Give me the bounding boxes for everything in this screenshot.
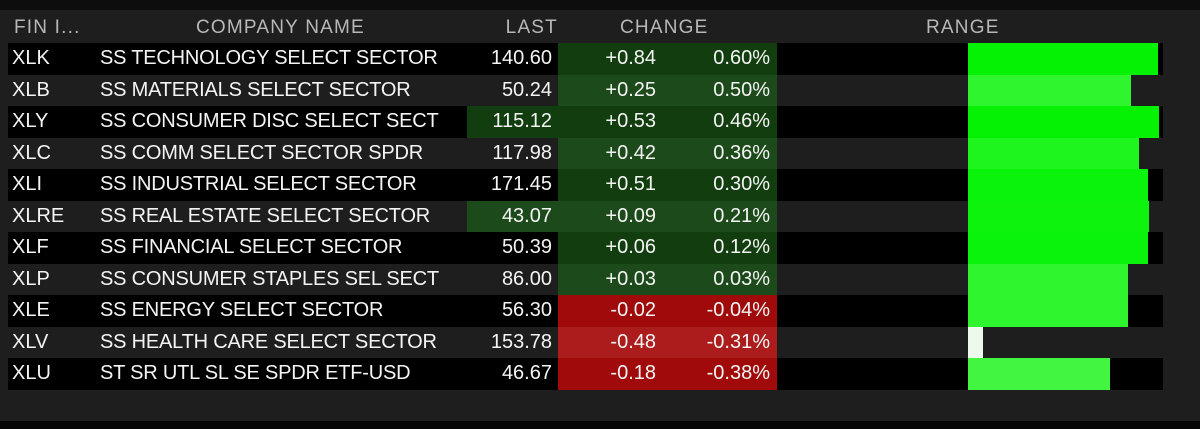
change-value: -0.02 (610, 299, 656, 321)
ticker-cell: XLC (12, 141, 51, 164)
last-price-cell: 140.60 (490, 47, 552, 69)
change-percent: 0.60% (713, 47, 770, 69)
table-row[interactable]: XLK SS TECHNOLOGY SELECT SECTOR 140.60 +… (8, 43, 1163, 75)
change-percent: -0.31% (706, 330, 770, 353)
table-row[interactable]: XLP SS CONSUMER STAPLES SEL SECT 86.00 +… (8, 263, 1163, 295)
change-percent: 0.03% (713, 267, 770, 290)
table-row[interactable]: XLY SS CONSUMER DISC SELECT SECT 115.12 … (8, 106, 1163, 138)
company-name-cell: SS CONSUMER STAPLES SEL SECT (100, 267, 439, 290)
change-cell: +0.51 0.30% (558, 169, 777, 201)
range-bar (968, 358, 1110, 390)
change-cell: +0.06 0.12% (558, 232, 777, 264)
change-percent: 0.46% (713, 110, 770, 132)
company-name-cell: SS INDUSTRIAL SELECT SECTOR (100, 173, 417, 195)
change-cell: -0.18 -0.38% (558, 358, 777, 390)
range-bar (968, 295, 1128, 327)
range-bar (968, 326, 983, 358)
ticker-cell: XLB (12, 78, 50, 101)
last-price-cell: 86.00 (501, 267, 552, 290)
range-bar (968, 200, 1149, 232)
last-price-cell: 56.30 (501, 299, 552, 321)
bottom-border-strip (0, 421, 1200, 429)
company-name-cell: SS COMM SELECT SECTOR SPDR (100, 141, 424, 164)
range-bar (968, 263, 1128, 295)
change-value: +0.06 (605, 236, 656, 258)
last-price-cell: 171.45 (490, 173, 552, 195)
table-row[interactable]: XLU ST SR UTL SL SE SPDR ETF-USD 46.67 -… (8, 358, 1163, 390)
change-percent: 0.21% (713, 204, 770, 227)
header-change[interactable]: CHANGE (620, 17, 709, 38)
change-percent: 0.36% (713, 141, 770, 164)
ticker-cell: XLY (12, 110, 49, 132)
ticker-cell: XLU (12, 362, 51, 384)
change-value: -0.48 (610, 330, 656, 353)
company-name-cell: SS FINANCIAL SELECT SECTOR (100, 236, 403, 258)
ticker-cell: XLE (12, 299, 50, 321)
change-percent: 0.30% (713, 173, 770, 195)
table-row[interactable]: XLV SS HEALTH CARE SELECT SECTOR 153.78 … (8, 326, 1163, 358)
table-row[interactable]: XLRE SS REAL ESTATE SELECT SECTOR 43.07 … (8, 200, 1163, 232)
ticker-cell: XLV (12, 330, 49, 353)
range-bar (968, 169, 1148, 201)
ticker-cell: XLRE (12, 204, 65, 227)
ticker-cell: XLI (12, 173, 43, 195)
change-percent: 0.12% (713, 236, 770, 258)
change-cell: +0.25 0.50% (558, 74, 777, 106)
change-value: +0.42 (605, 141, 656, 164)
change-percent: 0.50% (713, 78, 770, 101)
company-name-cell: SS HEALTH CARE SELECT SECTOR (100, 330, 437, 353)
change-value: +0.84 (605, 47, 656, 69)
header-fin-index[interactable]: FIN I... (14, 17, 81, 38)
change-cell: +0.09 0.21% (558, 200, 777, 232)
change-cell: +0.42 0.36% (558, 137, 777, 169)
range-bar (968, 232, 1148, 264)
ticker-cell: XLP (12, 267, 50, 290)
range-bar (968, 137, 1139, 169)
change-cell: +0.53 0.46% (558, 106, 777, 138)
change-cell: -0.48 -0.31% (558, 326, 777, 358)
change-percent: -0.38% (706, 362, 770, 384)
change-cell: +0.84 0.60% (558, 43, 777, 75)
company-name-cell: SS TECHNOLOGY SELECT SECTOR (100, 47, 438, 69)
table-row[interactable]: XLI SS INDUSTRIAL SELECT SECTOR 171.45 +… (8, 169, 1163, 201)
company-name-cell: ST SR UTL SL SE SPDR ETF-USD (100, 362, 411, 384)
range-bar (968, 106, 1159, 138)
change-value: +0.09 (605, 204, 656, 227)
range-bar (968, 74, 1131, 106)
change-value: +0.53 (605, 110, 656, 132)
last-price-cell: 43.07 (467, 200, 558, 232)
header-last[interactable]: LAST (505, 17, 558, 38)
change-value: +0.51 (605, 173, 656, 195)
company-name-cell: SS CONSUMER DISC SELECT SECT (100, 110, 439, 132)
ticker-cell: XLK (12, 47, 50, 69)
range-bar (968, 43, 1158, 75)
table-row[interactable]: XLF SS FINANCIAL SELECT SECTOR 50.39 +0.… (8, 232, 1163, 264)
last-price-cell: 115.12 (467, 106, 558, 138)
change-value: -0.18 (610, 362, 656, 384)
ticker-cell: XLF (12, 236, 49, 258)
last-price-cell: 50.24 (501, 78, 552, 101)
header-company-name[interactable]: COMPANY NAME (196, 17, 365, 38)
change-value: +0.03 (605, 267, 656, 290)
securities-table: XLK SS TECHNOLOGY SELECT SECTOR 140.60 +… (8, 43, 1163, 390)
last-price-cell: 117.98 (492, 141, 552, 164)
change-cell: -0.02 -0.04% (558, 295, 777, 327)
change-cell: +0.03 0.03% (558, 263, 777, 295)
column-header-row: FIN I... COMPANY NAME LAST CHANGE RANGE (0, 10, 1200, 43)
header-range[interactable]: RANGE (926, 17, 1000, 38)
table-row[interactable]: XLE SS ENERGY SELECT SECTOR 56.30 -0.02 … (8, 295, 1163, 327)
company-name-cell: SS ENERGY SELECT SECTOR (100, 299, 384, 321)
change-percent: -0.04% (706, 299, 770, 321)
last-price-cell: 153.78 (490, 330, 552, 353)
table-row[interactable]: XLB SS MATERIALS SELECT SECTOR 50.24 +0.… (8, 74, 1163, 106)
company-name-cell: SS REAL ESTATE SELECT SECTOR (100, 204, 431, 227)
table-row[interactable]: XLC SS COMM SELECT SECTOR SPDR 117.98 +0… (8, 137, 1163, 169)
top-border-strip (0, 0, 1200, 10)
change-value: +0.25 (605, 78, 656, 101)
last-price-cell: 50.39 (501, 236, 552, 258)
last-price-cell: 46.67 (501, 362, 552, 384)
company-name-cell: SS MATERIALS SELECT SECTOR (100, 78, 411, 101)
